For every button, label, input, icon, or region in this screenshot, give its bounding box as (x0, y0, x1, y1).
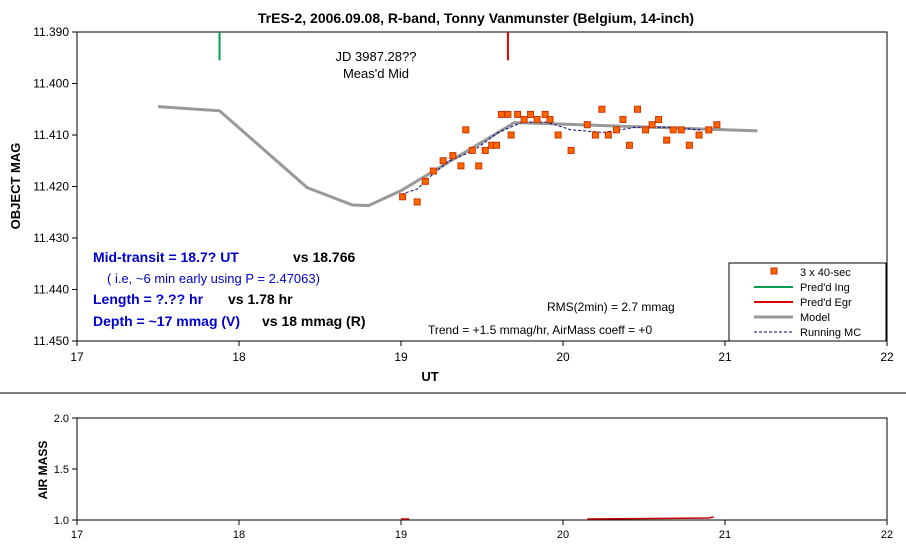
airmass-y-tick-label: 1.5 (54, 464, 69, 476)
main-y-axis: 11.390 11.400 11.410 11.420 11.430 11.440 11.4… (33, 25, 77, 348)
data-point (457, 162, 465, 170)
data-point (713, 121, 721, 129)
airmass-plot-area (76, 417, 888, 521)
airmass-x-tick-label: 21 (719, 529, 731, 541)
legend-marker-points (770, 267, 778, 275)
main-y-tick-label: 11.420 (33, 180, 69, 194)
main-y-tick-label: 11.390 (33, 25, 69, 39)
data-point (520, 116, 528, 124)
data-point (399, 193, 407, 201)
airmass-y-tick-label: 1.0 (54, 515, 69, 527)
data-point (497, 110, 505, 118)
data-point (583, 121, 591, 129)
data-point (625, 141, 633, 149)
main-x-tick-label: 17 (70, 350, 84, 364)
data-point (493, 141, 501, 149)
annotation-rms: RMS(2min) = 2.7 mmag (547, 300, 675, 314)
legend-label-model: Model (800, 312, 830, 324)
data-point (598, 105, 606, 113)
data-point (554, 131, 562, 139)
legend: 3 x 40-sec Pred'd Ing Pred'd Egr Model R… (728, 262, 887, 342)
data-point (677, 126, 685, 134)
data-point (421, 177, 429, 185)
model-series-line (157, 105, 758, 208)
airmass-x-tick-label: 19 (395, 529, 407, 541)
airmass-x-tick-label: 22 (881, 529, 893, 541)
main-y-tick-label: 11.430 (33, 231, 69, 245)
data-point (527, 110, 535, 118)
data-point (705, 126, 713, 134)
main-y-axis-label: OBJECT MAG (8, 143, 23, 230)
annotation-length: Length = ?.?? hr (93, 291, 204, 307)
data-point (648, 121, 656, 129)
data-point (663, 136, 671, 144)
airmass-x-tick-label: 20 (557, 529, 569, 541)
data-point (612, 126, 620, 134)
data-point (619, 116, 627, 124)
data-point (507, 131, 515, 139)
annotation-length-vs: vs 1.78 hr (228, 291, 293, 307)
airmass-x-axis: 17 18 19 20 21 22 (71, 520, 893, 541)
legend-label-running: Running MC (800, 327, 861, 339)
airmass-y-axis: 1.0 1.5 2.0 (54, 413, 77, 527)
data-point (481, 146, 489, 154)
data-point (604, 131, 612, 139)
data-point (669, 126, 677, 134)
legend-label-ingress: Pred'd Ing (800, 282, 850, 294)
annotation-depth-vs: vs 18 mmag (R) (262, 313, 365, 329)
airmass-y-axis-label: AIR MASS (36, 441, 50, 500)
data-point (533, 116, 541, 124)
data-point (468, 146, 476, 154)
data-point (449, 152, 457, 160)
data-point (546, 116, 554, 124)
legend-label-points: 3 x 40-sec (800, 267, 851, 279)
annotation-trend: Trend = +1.5 mmag/hr, AirMass coeff = +0 (428, 323, 652, 337)
main-x-tick-label: 18 (232, 350, 246, 364)
main-x-tick-label: 22 (880, 350, 894, 364)
main-x-axis-label: UT (421, 369, 438, 384)
data-point (504, 110, 512, 118)
data-point (541, 110, 549, 118)
chart-title: TrES-2, 2006.09.08, R-band, Tonny Vanmun… (258, 10, 694, 26)
annotation-early-note: ( i.e, ~6 min early using P = 2.47063) (107, 271, 320, 286)
data-point (655, 116, 663, 124)
data-point (634, 105, 642, 113)
main-x-axis: 17 18 19 20 21 22 (70, 341, 894, 364)
airmass-x-tick-label: 17 (71, 529, 83, 541)
data-point (642, 126, 650, 134)
annotation-depth: Depth = ~17 mmag (V) (93, 313, 240, 329)
annotation-mid-transit: Mid-transit = 18.7? UT (93, 249, 239, 265)
main-y-tick-label: 11.410 (33, 128, 69, 142)
data-point (429, 167, 437, 175)
data-point (475, 162, 483, 170)
legend-label-egress: Pred'd Egr (800, 297, 852, 309)
data-point (514, 110, 522, 118)
airmass-x-tick-label: 18 (233, 529, 245, 541)
data-point (685, 141, 693, 149)
annotation-jd: JD 3987.28?? (336, 49, 417, 64)
data-point (591, 131, 599, 139)
annotation-mid-transit-vs: vs 18.766 (293, 249, 355, 265)
main-y-tick-label: 11.450 (33, 334, 69, 348)
airmass-y-tick-label: 2.0 (54, 413, 69, 425)
main-x-tick-label: 21 (718, 350, 732, 364)
data-points (399, 105, 721, 206)
annotation-meas-mid: Meas'd Mid (343, 66, 409, 81)
main-x-tick-label: 19 (394, 350, 408, 364)
data-point (462, 126, 470, 134)
airmass-line (587, 516, 714, 520)
data-point (413, 198, 421, 206)
data-point (567, 146, 575, 154)
main-x-tick-label: 20 (556, 350, 570, 364)
main-y-tick-label: 11.400 (33, 77, 69, 91)
main-y-tick-label: 11.440 (33, 283, 69, 297)
data-point (439, 157, 447, 165)
airmass-series (401, 516, 714, 520)
data-point (695, 131, 703, 139)
